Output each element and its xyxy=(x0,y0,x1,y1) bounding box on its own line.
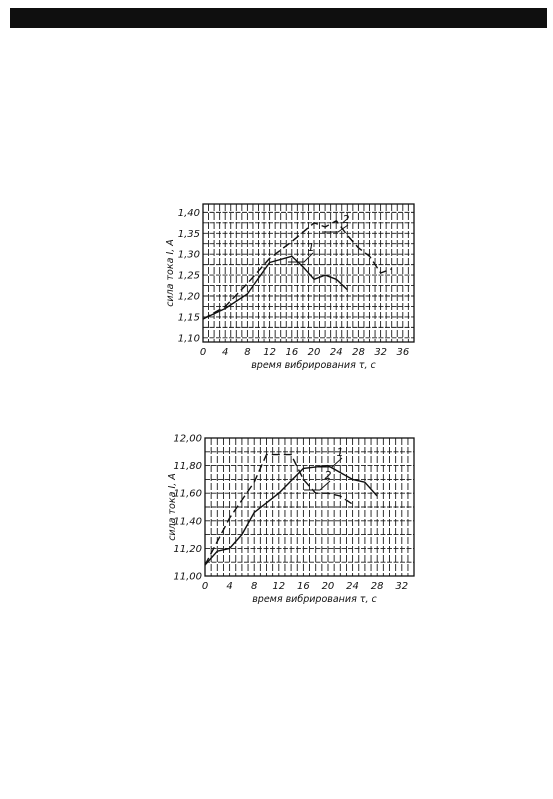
x-tick-label: 8 xyxy=(244,347,250,358)
top-scan-band xyxy=(10,8,547,28)
y-tick-label: 1,30 xyxy=(178,250,200,261)
plot-frame xyxy=(202,203,415,343)
x-tick-label: 0 xyxy=(200,347,206,358)
x-tick-label: 28 xyxy=(352,347,365,358)
x-tick-label: 36 xyxy=(397,347,410,358)
x-tick-label: 32 xyxy=(395,581,408,592)
y-axis-label: сила тока I, А xyxy=(165,239,176,307)
x-tick-label: 4 xyxy=(226,581,232,592)
series-leader-line-2 xyxy=(322,224,349,233)
x-axis-label: время вибрирования τ, с xyxy=(252,594,377,605)
y-tick-label: 11,40 xyxy=(173,516,202,527)
x-tick-label: 8 xyxy=(251,581,257,592)
y-tick-label: 1,25 xyxy=(178,271,200,282)
x-tick-label: 16 xyxy=(285,347,298,358)
series-leader-line-1 xyxy=(288,252,314,263)
x-tick-label: 24 xyxy=(330,347,343,358)
x-tick-label: 28 xyxy=(371,581,384,592)
y-tick-label: 11,60 xyxy=(173,489,202,500)
y-tick-label: 11,20 xyxy=(173,544,202,555)
y-tick-label: 1,10 xyxy=(178,333,200,344)
x-tick-label: 12 xyxy=(263,347,276,358)
series-label-1: 1 xyxy=(337,446,344,459)
series-line-2 xyxy=(204,453,353,566)
y-tick-label: 11,00 xyxy=(173,572,202,583)
series-leader-line-2 xyxy=(304,480,331,491)
x-tick-label: 0 xyxy=(202,581,208,592)
series-line-1 xyxy=(202,255,348,320)
y-tick-label: 12,00 xyxy=(173,434,202,445)
x-tick-label: 12 xyxy=(272,581,285,592)
x-tick-label: 24 xyxy=(346,581,359,592)
x-tick-label: 20 xyxy=(308,347,321,358)
x-tick-label: 4 xyxy=(222,347,228,358)
y-tick-label: 1,40 xyxy=(178,208,200,219)
series-line-2 xyxy=(202,219,393,320)
series-label-2: 2 xyxy=(343,213,350,226)
y-tick-label: 1,20 xyxy=(178,292,200,303)
series-label-1: 1 xyxy=(308,241,315,254)
x-tick-label: 16 xyxy=(297,581,310,592)
series-leader-line-1 xyxy=(318,457,343,468)
y-tick-label: 11,80 xyxy=(173,461,202,472)
series-line-1 xyxy=(204,464,378,566)
y-axis-label: сила тока I, А xyxy=(167,473,178,541)
x-axis-label: время вибрирования τ, с xyxy=(251,360,376,371)
chart-1: 0 4 8 12 16 20 24 28 32 361,401,351,301,251,201,1… xyxy=(165,203,415,371)
y-tick-label: 1,15 xyxy=(178,312,200,323)
plot-frame xyxy=(204,437,415,577)
y-tick-label: 1,35 xyxy=(178,229,200,240)
series-label-2: 2 xyxy=(325,469,332,482)
x-tick-label: 20 xyxy=(322,581,335,592)
x-tick-label: 32 xyxy=(374,347,387,358)
chart-2: 0 4 8 12 16 20 24 28 32 12,00 11,80 11,60 11,40 11,20… xyxy=(167,434,415,605)
